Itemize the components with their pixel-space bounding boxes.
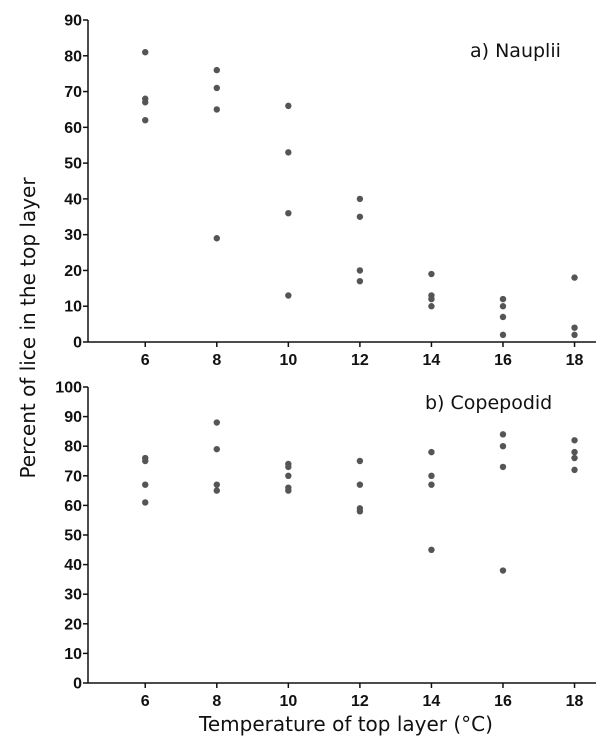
x-tick-label: 14 [423, 693, 441, 710]
data-point [356, 277, 364, 285]
y-tick-label: 10 [64, 646, 82, 663]
data-point [428, 481, 435, 488]
x-tick-label: 18 [566, 693, 584, 710]
data-point [356, 213, 364, 220]
data-point [142, 457, 149, 465]
data-point [571, 448, 578, 456]
data-point [213, 66, 220, 74]
data-point [356, 457, 364, 465]
y-tick-label: 40 [64, 557, 82, 574]
x-tick-label: 16 [494, 352, 512, 369]
data-point [356, 481, 364, 488]
data-point [285, 487, 292, 494]
y-tick-label: 70 [64, 468, 82, 485]
data-point [285, 210, 292, 217]
data-point [571, 454, 578, 462]
y-tick-label: 70 [64, 84, 82, 101]
data-point [213, 84, 220, 92]
data-point [499, 431, 507, 438]
data-point [356, 267, 364, 274]
y-tick-label: 90 [64, 409, 82, 426]
panel-annotation: a) Nauplii [470, 40, 561, 62]
data-point [499, 303, 507, 310]
y-tick-label: 0 [73, 676, 82, 693]
data-point [142, 481, 149, 488]
x-tick-label: 10 [279, 693, 297, 710]
y-axis-title: Percent of lice in the top layer [16, 177, 40, 479]
data-point [571, 437, 578, 444]
y-tick-label: 80 [64, 439, 82, 456]
data-point [428, 295, 435, 303]
data-point [428, 546, 435, 553]
panel-a-nauplii: 0 10 20 30 40 50 60 70 80 90 6 8 10 12 14 16 18 a) Naupli… [64, 13, 596, 369]
data-point [499, 463, 507, 471]
y-tick-label: 50 [64, 156, 82, 173]
data-point [428, 303, 435, 310]
panel-annotation: b) Copepodid [425, 392, 552, 414]
y-tick-label: 30 [64, 587, 82, 604]
y-tick-label: 10 [64, 299, 82, 316]
y-tick-label: 60 [64, 120, 82, 137]
y-tick-label: 80 [64, 48, 82, 65]
y-tick-label: 40 [64, 191, 82, 208]
data-point [499, 331, 507, 339]
x-tick-label: 12 [351, 693, 369, 710]
y-tick-label: 30 [64, 227, 82, 244]
data-point [285, 149, 292, 156]
data-point [499, 295, 507, 303]
data-point [499, 567, 507, 574]
data-point [213, 419, 220, 426]
data-point [285, 472, 292, 479]
y-tick-label: 90 [64, 13, 82, 30]
data-point [571, 324, 578, 331]
x-tick-label: 16 [494, 693, 512, 710]
x-tick-label: 6 [141, 352, 150, 369]
y-tick-label: 60 [64, 498, 82, 515]
x-tick-label: 8 [212, 352, 221, 369]
data-point [499, 313, 507, 321]
y-tick-label: 50 [64, 528, 82, 545]
data-point [428, 448, 435, 456]
data-point [356, 195, 364, 203]
y-tick-label: 0 [73, 335, 82, 352]
x-tick-label: 12 [351, 352, 369, 369]
data-point [142, 49, 149, 56]
data-point [213, 481, 220, 488]
data-point [213, 445, 220, 453]
y-tick-label: 100 [55, 380, 82, 397]
x-axis-title: Temperature of top layer (°C) [198, 712, 493, 736]
panel-b-copepodid: 0 10 20 30 40 50 60 70 80 90 100 6 8 10 12 14 16 18 b) Cop… [55, 380, 596, 710]
data-point [428, 270, 435, 278]
y-tick-label: 20 [64, 263, 82, 280]
data-point [428, 472, 435, 479]
data-point [142, 99, 149, 106]
data-point [213, 487, 220, 494]
y-tick-label: 20 [64, 616, 82, 633]
data-point [571, 466, 578, 474]
data-point [285, 102, 292, 110]
data-point [142, 116, 149, 124]
data-point [213, 106, 220, 113]
data-point [285, 463, 292, 471]
x-tick-label: 6 [141, 693, 150, 710]
data-point [499, 443, 507, 450]
data-point [213, 235, 220, 242]
data-point [571, 274, 578, 281]
x-tick-label: 10 [279, 352, 297, 369]
data-point [571, 331, 578, 339]
x-tick-label: 18 [566, 352, 584, 369]
data-point [285, 292, 292, 299]
x-tick-label: 14 [423, 352, 441, 369]
x-tick-label: 8 [212, 693, 221, 710]
data-point [142, 499, 149, 506]
data-point [356, 508, 364, 515]
